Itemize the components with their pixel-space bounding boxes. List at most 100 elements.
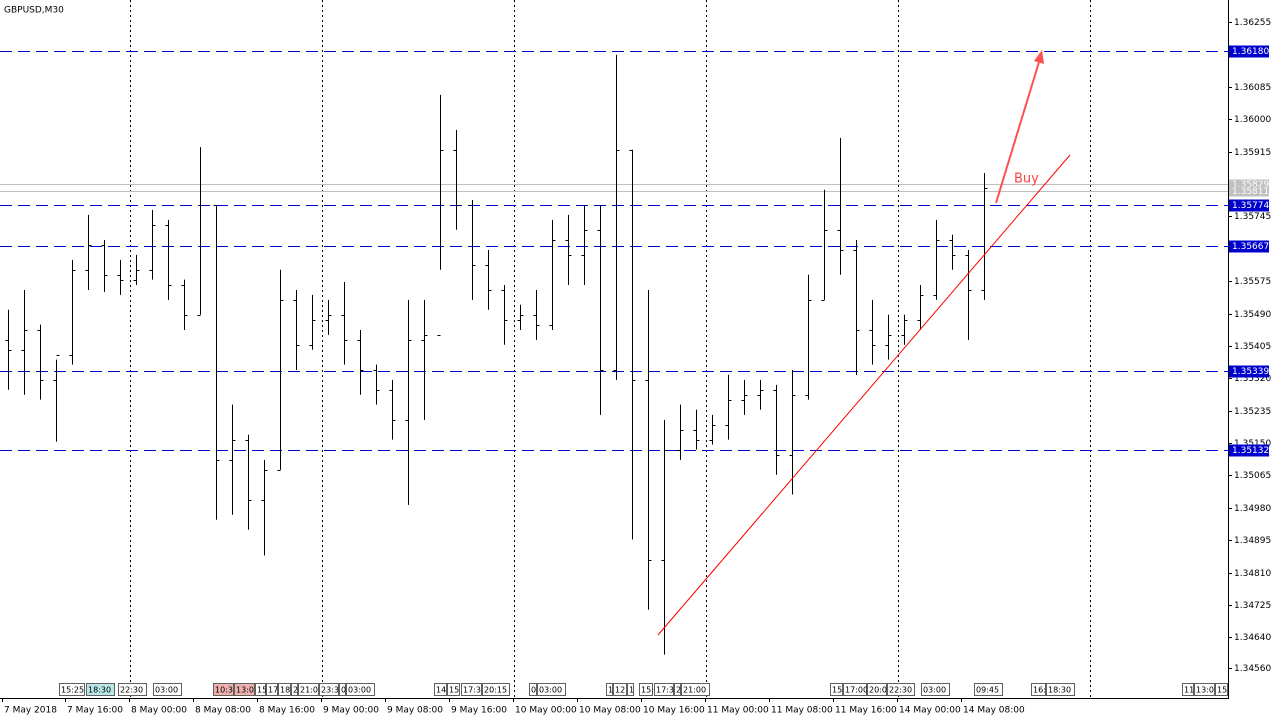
trade-tag: 03:00 [923,686,946,695]
trade-tag-box [346,683,375,696]
x-tick-label: 11 May 00:00 [707,706,769,716]
trade-tag: 22:30 [120,686,143,695]
y-tick-label: 1.36255 [1234,18,1271,28]
level-label-box [1229,444,1269,457]
trade-tag: 17:3 [463,686,481,695]
trade-tag-box [59,683,85,696]
level-label: 1.36180 [1232,47,1269,57]
trade-tag-box [674,683,681,696]
trade-tag: 15: [641,686,654,695]
trade-tag-box [255,683,266,696]
trade-tag: 1 [608,686,613,695]
price-label: 1.35811 [1232,187,1269,197]
trade-tag-box [921,683,950,696]
levels [0,51,1228,451]
trade-tag: 18 [280,686,290,695]
trade-tag: 03:00 [155,686,178,695]
x-tick-label: 14 May 00:00 [899,706,961,716]
level-label: 1.35339 [1232,367,1269,377]
y-tick-label: 1.35490 [1234,310,1271,320]
x-tick-label: 10 May 08:00 [579,706,641,716]
trade-tag: 12 [615,686,625,695]
level-label: 1.35132 [1232,446,1269,456]
trade-tag-box [291,683,298,696]
y-tick-label: 1.34980 [1234,504,1271,514]
x-tick-label: 10 May 00:00 [515,706,577,716]
level-label-box [1229,240,1269,253]
price-label-box [1229,186,1269,197]
annotation: Buy [1014,172,1039,187]
x-tick-label: 14 May 08:00 [963,706,1025,716]
trade-tag: 15 [257,686,267,695]
trade-tag: 15 [1217,686,1227,695]
price-label-box [1229,179,1269,190]
x-tick-label: 10 May 16:00 [643,706,705,716]
y-tick-label: 1.36085 [1234,83,1271,93]
y-tick-label: 1.34810 [1234,569,1271,579]
trade-tag: 15:25 [61,686,84,695]
y-tick-label: 1.35065 [1234,471,1271,481]
trade-tag-box [830,683,843,696]
trade-tag-box [1046,683,1075,696]
trade-tag-box [1031,683,1046,696]
trade-tag-box [627,683,634,696]
y-tick-label: 1.34560 [1234,664,1271,674]
y-tick-label: 1.35320 [1234,374,1271,384]
price-label: 1.35829 [1232,180,1269,190]
arrow-shaft [995,61,1040,204]
trade-tag-box [319,683,339,696]
trade-tag-box [606,683,613,696]
trade-tag-box [153,683,182,696]
x-tick-label: 8 May 16:00 [259,706,315,716]
y-tick-label: 1.34640 [1234,633,1271,643]
x-tick-label: 8 May 08:00 [195,706,251,716]
trade-tag: 13:0 [1196,686,1214,695]
y-tick-label: 1.35235 [1234,407,1271,417]
trade-tag: 15 [449,686,459,695]
trade-tag: 14 [436,686,446,695]
level-label-box [1229,199,1269,212]
trade-tag-box [339,683,346,696]
x-tick-label: 8 May 00:00 [131,706,187,716]
trade-tag: 17:00 [845,686,868,695]
y-tick-label: 1.34895 [1234,536,1271,546]
trade-tag-box [681,683,710,696]
trade-tag-box [298,683,319,696]
trade-tag-box [1182,683,1194,696]
bars [5,54,988,655]
trade-tag-box [867,683,887,696]
trade-tag-box [613,683,627,696]
trade-tag-box [234,683,255,696]
x-tick-label: 9 May 00:00 [323,706,379,716]
trade-tag: 2 [676,686,681,695]
trade-tag: 18:30 [1048,686,1071,695]
trade-tag: 0 [341,686,346,695]
trade-tag: 2 [293,686,298,695]
trade-tag-box [1215,683,1228,696]
x-tick-label: 11 May 08:00 [771,706,833,716]
trade-tag: 16: [1033,686,1046,695]
level-label-box [1229,45,1269,58]
x-tick-label: 11 May 16:00 [835,706,897,716]
trade-tag-box [266,683,278,696]
trade-tag-box [482,683,510,696]
trade-tag-box [461,683,482,696]
trade-tag-box [974,683,1003,696]
trade-tag-box [639,683,653,696]
level-label: 1.35667 [1232,242,1269,252]
axes: 1.36255 1.36085 1.36000 1.35915 1.35745 1.355… [2,18,1271,716]
trade-tag: 22:30 [889,686,912,695]
y-tick-label: 1.36000 [1234,115,1271,125]
trade-tag: 1 [629,686,634,695]
trade-tag-box [537,683,566,696]
trade-tag: 15 [832,686,842,695]
day-separators [130,0,1091,698]
trade-tag-box [118,683,147,696]
y-tick-label: 1.35745 [1234,212,1271,222]
trade-tag-box [654,683,674,696]
trade-tag-box [86,683,115,696]
trade-tag: 13:0 [236,686,254,695]
trade-tag: 18:30 [88,686,111,695]
